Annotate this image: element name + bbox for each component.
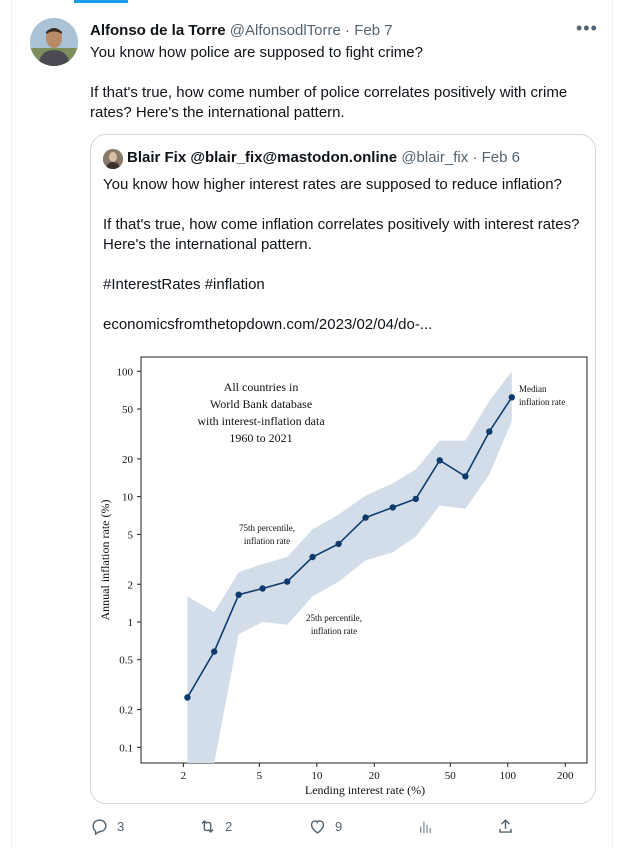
data-point [259, 585, 266, 592]
chart-description: with interest-inflation data [197, 414, 325, 428]
data-point [486, 428, 493, 435]
like-count: 9 [335, 818, 343, 834]
chart-description: All countries in [224, 380, 299, 394]
share-button[interactable] [496, 812, 515, 840]
data-point [412, 495, 419, 503]
separator-dot: · [345, 22, 351, 39]
data-point [284, 578, 291, 585]
y-tick-label: 10 [122, 492, 134, 504]
views-button[interactable] [416, 812, 435, 840]
y-tick-label: 1 [128, 617, 134, 629]
tweet-date[interactable]: Feb 7 [354, 22, 393, 39]
x-tick-label: 50 [445, 770, 457, 782]
data-point [362, 514, 369, 521]
quoted-text-paragraph: You know how higher interest rates are s… [103, 176, 562, 193]
avatar-image [103, 149, 123, 169]
data-point [508, 394, 515, 401]
x-axis-label: Lending interest rate (%) [305, 783, 425, 797]
percentile-band [187, 371, 512, 763]
data-point [184, 694, 191, 701]
p25-label: inflation rate [311, 626, 357, 636]
p75-label: 75th percentile, [239, 523, 295, 533]
tweet-text-paragraph: You know how police are supposed to figh… [90, 44, 423, 61]
quoted-tweet[interactable]: Blair Fix @blair_fix@mastodon.online @bl… [90, 134, 596, 804]
quoted-link[interactable]: economicsfromthetopdown.com/2023/02/04/d… [103, 316, 433, 333]
separator-dot: · [472, 149, 478, 166]
data-point [389, 504, 396, 511]
analytics-icon [420, 821, 431, 833]
y-tick-label: 0.1 [119, 742, 133, 754]
quoted-date: Feb 6 [481, 149, 520, 166]
more-options-icon[interactable]: ••• [576, 18, 598, 38]
tweet-actions: 3 2 9 [90, 812, 520, 840]
chart-description: World Bank database [210, 397, 312, 411]
x-tick-label: 200 [557, 770, 574, 782]
data-point [235, 591, 242, 598]
y-axis-label: Annual inflation rate (%) [98, 500, 112, 621]
p75-label: inflation rate [244, 536, 290, 546]
reply-count: 3 [117, 818, 125, 834]
like-button[interactable]: 9 [308, 812, 342, 840]
y-tick-label: 5 [128, 529, 134, 541]
reply-icon [92, 818, 107, 835]
y-tick-label: 2 [128, 579, 134, 591]
quoted-header: Blair Fix @blair_fix@mastodon.online @bl… [127, 149, 520, 166]
y-tick-label: 20 [122, 454, 134, 466]
quoted-author-handle: @blair_fix [401, 149, 469, 166]
author-name[interactable]: Alfonso de la Torre [90, 22, 226, 39]
author-handle[interactable]: @AlfonsodlTorre [229, 22, 341, 39]
x-tick-label: 10 [311, 770, 323, 782]
hashtags[interactable]: #InterestRates #inflation [103, 276, 265, 293]
quoted-text-paragraph: If that's true, how come inflation corre… [103, 216, 580, 253]
y-tick-label: 0.2 [119, 705, 133, 717]
x-tick-label: 100 [500, 770, 517, 782]
y-tick-label: 100 [117, 366, 134, 378]
retweet-icon [201, 819, 214, 833]
data-point [211, 648, 218, 655]
x-tick-label: 2 [181, 770, 187, 782]
x-tick-label: 20 [369, 770, 381, 782]
reply-button[interactable]: 3 [90, 812, 124, 840]
quoted-author-avatar [103, 149, 123, 169]
quoted-text: You know how higher interest rates are s… [103, 175, 583, 335]
retweet-count: 2 [225, 818, 233, 834]
median-label: inflation rate [519, 397, 565, 407]
median-line [186, 396, 513, 698]
x-tick-label: 5 [257, 770, 263, 782]
y-tick-label: 0.5 [119, 655, 133, 667]
column-border-right [612, 0, 613, 848]
data-point [462, 473, 469, 480]
p25-label: 25th percentile, [306, 613, 362, 623]
data-point [335, 540, 342, 548]
data-point [436, 457, 443, 464]
avatar-image [30, 18, 78, 66]
top-bar [0, 0, 620, 8]
tab-indicator [74, 0, 128, 3]
chart-description: 1960 to 2021 [229, 431, 292, 445]
inflation-interest-chart: 2 5 10 20 50 100 200 0.1 0.2 0.5 1 2 5 10 20 50 100 All… [98, 356, 588, 797]
author-avatar[interactable] [30, 18, 78, 66]
y-tick-label: 50 [122, 404, 134, 416]
quoted-author-name[interactable]: Blair Fix @blair_fix@mastodon.online [127, 149, 398, 166]
heart-icon [310, 819, 325, 834]
column-border-left [11, 0, 12, 848]
median-label: Median [519, 384, 547, 394]
data-point [309, 553, 316, 561]
retweet-button[interactable]: 2 [198, 812, 232, 840]
tweet-text: You know how police are supposed to figh… [90, 43, 600, 123]
tweet-header: Alfonso de la Torre @AlfonsodlTorre · Fe… [90, 22, 393, 39]
share-icon [499, 818, 512, 833]
tweet-text-paragraph: If that's true, how come number of polic… [90, 84, 568, 121]
